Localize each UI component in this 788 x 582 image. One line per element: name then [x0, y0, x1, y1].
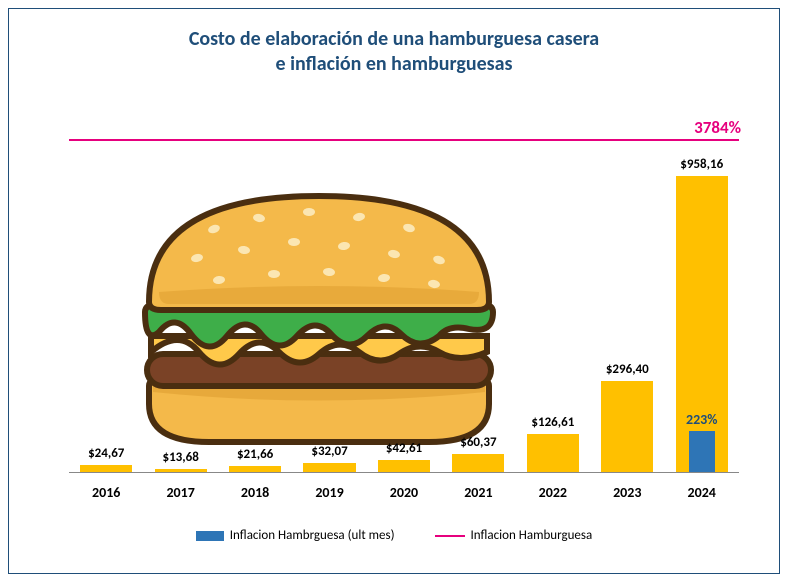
blue-bar-label: 223%: [686, 411, 718, 428]
x-tick: 2019: [292, 484, 366, 501]
chart-frame: Costo de elaboración de una hamburguesa …: [8, 8, 780, 574]
bar-value-label: $60,37: [460, 435, 496, 450]
bar-slot: $42,61: [367, 129, 441, 473]
bar-slot: $296,40: [590, 129, 664, 473]
bar: $958,16: [676, 176, 728, 473]
legend: Inflacion Hambrguesa (ult mes) Inflacion …: [9, 528, 779, 543]
bar: $296,40: [601, 381, 653, 473]
legend-item: Inflacion Hamburguesa: [435, 528, 593, 543]
bar-value-label: $21,66: [237, 447, 273, 462]
bar-slot: $32,07: [292, 129, 366, 473]
bar-value-label: $24,67: [88, 446, 124, 461]
x-tick: 2018: [218, 484, 292, 501]
bar-slot: $60,37: [441, 129, 515, 473]
bar-slot: $126,61: [516, 129, 590, 473]
x-tick: 2023: [590, 484, 664, 501]
x-tick: 2020: [367, 484, 441, 501]
bar-slot: $24,67: [69, 129, 143, 473]
bar-value-label: $958,16: [680, 157, 723, 172]
bar: $126,61: [527, 434, 579, 473]
plot-area: 3784%: [69, 129, 739, 473]
bar-slot: $958,16223%: [665, 129, 739, 473]
chart-title: Costo de elaboración de una hamburguesa …: [9, 27, 779, 77]
x-tick: 2017: [143, 484, 217, 501]
x-tick: 2022: [516, 484, 590, 501]
legend-swatch-box: [196, 531, 224, 541]
x-tick: 2024: [665, 484, 739, 501]
bar-value-label: $32,07: [311, 444, 347, 459]
bar-value-label: $42,61: [386, 441, 422, 456]
blue-bar: 223%: [689, 431, 715, 473]
legend-swatch-line: [435, 535, 465, 537]
bar-slot: $21,66: [218, 129, 292, 473]
bar-value-label: $13,68: [163, 450, 199, 465]
bars-container: $24,67 $13,68 $21,66 $32,07 $42,61 $60,37 $126…: [69, 129, 739, 473]
bar-value-label: $296,40: [606, 362, 649, 377]
x-axis: [69, 472, 739, 473]
bar: $60,37: [452, 454, 504, 473]
x-tick-labels: 201620172018201920202021202220232024: [69, 484, 739, 501]
bar-slot: $13,68: [143, 129, 217, 473]
legend-item: Inflacion Hambrguesa (ult mes): [196, 528, 395, 543]
legend-label: Inflacion Hambrguesa (ult mes): [230, 528, 395, 543]
x-tick: 2016: [69, 484, 143, 501]
legend-label: Inflacion Hamburguesa: [471, 528, 593, 543]
x-tick: 2021: [441, 484, 515, 501]
title-line-2: e inflación en hamburguesas: [9, 52, 779, 77]
title-line-1: Costo de elaboración de una hamburguesa …: [9, 27, 779, 52]
bar-value-label: $126,61: [531, 415, 574, 430]
